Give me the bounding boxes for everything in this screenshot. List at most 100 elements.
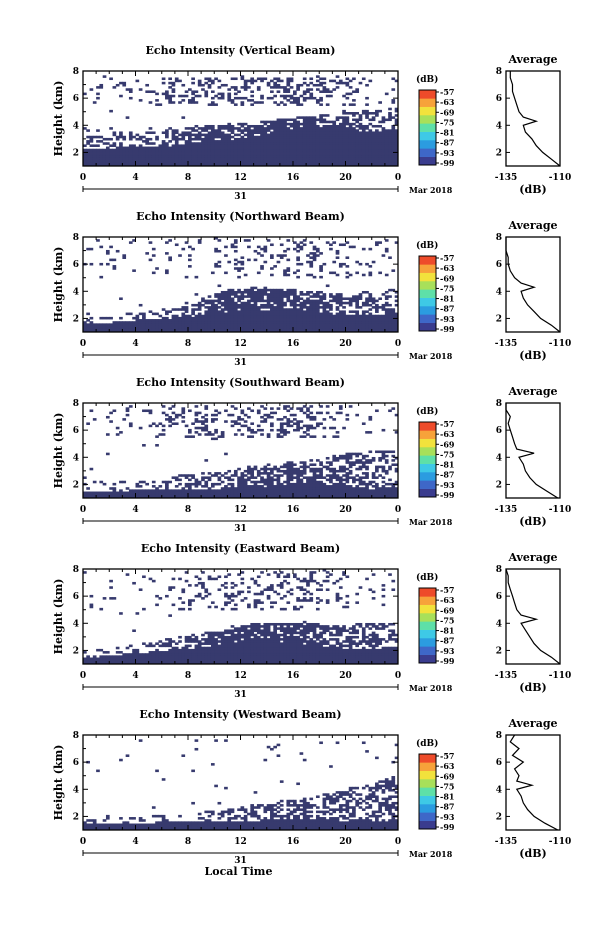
- echo-cell: [122, 153, 127, 156]
- echo-cell: [168, 321, 172, 324]
- echo-cell: [325, 124, 330, 128]
- echo-cell: [315, 155, 320, 158]
- average-title: Average: [507, 53, 557, 66]
- echo-cell: [253, 491, 258, 495]
- echo-cell: [260, 316, 264, 320]
- echo-cell: [227, 159, 232, 163]
- echo-cell: [250, 329, 255, 333]
- echo-cell: [174, 489, 179, 492]
- echo-cell: [92, 323, 97, 326]
- echo-cell: [322, 90, 327, 93]
- echo-cell: [309, 467, 314, 471]
- echo-cell: [217, 491, 222, 495]
- echo-cell: [237, 150, 241, 154]
- echo-cell: [220, 310, 225, 313]
- echo-cell: [105, 657, 110, 661]
- echo-cell: [253, 159, 258, 163]
- echo-cell: [207, 489, 212, 492]
- echo-cell: [375, 157, 379, 160]
- echo-cell: [391, 463, 396, 467]
- echo-cell: [375, 495, 379, 499]
- echo-cell: [388, 107, 392, 111]
- echo-cell: [338, 159, 343, 163]
- echo-cell: [99, 161, 104, 165]
- echo-cell: [329, 463, 333, 467]
- echo-cell: [135, 155, 140, 158]
- echo-cell: [368, 431, 373, 434]
- echo-cell: [204, 489, 209, 492]
- echo-cell: [165, 321, 169, 324]
- echo-cell: [256, 131, 261, 135]
- echo-cell: [178, 493, 182, 497]
- echo-cell: [125, 325, 130, 329]
- echo-cell: [112, 144, 117, 147]
- echo-cell: [371, 163, 376, 167]
- echo-cell: [247, 131, 251, 135]
- echo-cell: [335, 297, 340, 301]
- echo-cell: [322, 435, 327, 438]
- echo-cell: [197, 163, 202, 167]
- echo-cell: [184, 323, 189, 326]
- echo-cell: [332, 148, 337, 152]
- echo-cell: [237, 422, 241, 425]
- echo-cell: [315, 249, 320, 253]
- echo-cell: [188, 159, 192, 163]
- echo-cell: [105, 659, 110, 663]
- echo-cell: [276, 308, 281, 311]
- echo-cell: [283, 314, 287, 318]
- echo-cell: [276, 303, 281, 307]
- echo-cell: [99, 325, 104, 329]
- echo-cell: [263, 288, 268, 292]
- echo-cell: [227, 96, 232, 100]
- echo-cell: [243, 312, 248, 316]
- echo-cell: [260, 142, 264, 145]
- echo-cell: [158, 144, 163, 147]
- echo-cell: [112, 657, 117, 661]
- echo-cell: [89, 467, 94, 471]
- echo-cell: [319, 469, 323, 473]
- echo-cell: [394, 79, 399, 83]
- echo-cell: [315, 422, 320, 425]
- echo-cell: [99, 495, 104, 499]
- echo-cell: [138, 327, 143, 331]
- echo-cell: [371, 133, 376, 137]
- echo-cell: [306, 122, 310, 126]
- echo-cell: [197, 495, 202, 499]
- echo-cell: [220, 92, 225, 96]
- echo-cell: [306, 487, 310, 490]
- echo-cell: [119, 153, 123, 156]
- echo-cell: [240, 293, 245, 296]
- echo-cell: [345, 127, 350, 130]
- echo-cell: [263, 159, 268, 163]
- echo-cell: [375, 306, 379, 309]
- echo-cell: [197, 241, 202, 244]
- echo-cell: [342, 482, 346, 486]
- echo-cell: [325, 127, 330, 130]
- echo-cell: [319, 114, 323, 117]
- echo-cell: [115, 153, 120, 156]
- echo-cell: [227, 308, 232, 311]
- echo-cell: [293, 293, 297, 296]
- echo-cell: [270, 415, 274, 419]
- echo-cell: [161, 308, 166, 311]
- echo-cell: [227, 327, 232, 331]
- echo-cell: [312, 489, 317, 492]
- echo-cell: [309, 459, 314, 462]
- echo-cell: [365, 495, 369, 499]
- echo-cell: [279, 254, 284, 257]
- echo-cell: [276, 103, 281, 106]
- echo-cell: [332, 493, 337, 497]
- echo-cell: [276, 148, 281, 152]
- echo-cell: [384, 450, 389, 454]
- echo-cell: [345, 476, 350, 479]
- echo-cell: [214, 428, 218, 432]
- echo-cell: [283, 480, 287, 484]
- echo-cell: [302, 150, 307, 154]
- echo-cell: [158, 161, 163, 165]
- echo-cell: [276, 150, 281, 154]
- echo-cell: [266, 303, 271, 307]
- echo-cell: [299, 316, 304, 320]
- echo-cell: [250, 290, 255, 294]
- echo-cell: [174, 415, 179, 419]
- echo-cell: [247, 476, 251, 479]
